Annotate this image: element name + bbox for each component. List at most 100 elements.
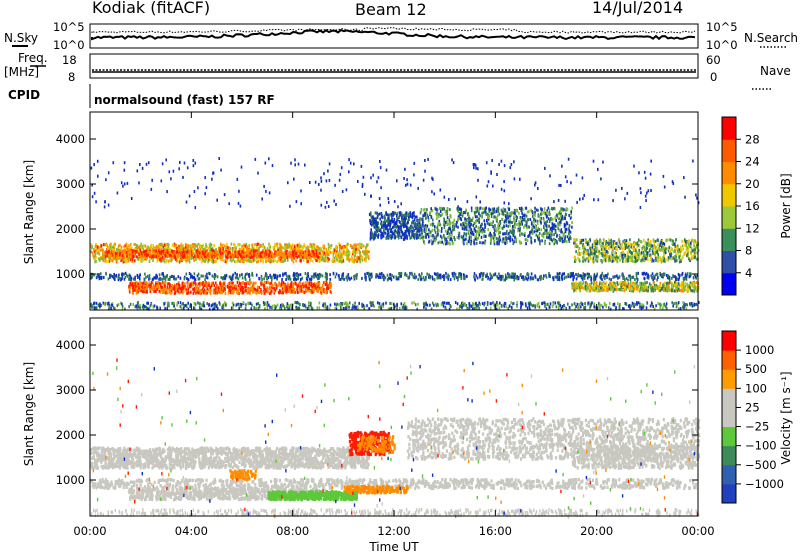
power-cell <box>139 278 141 281</box>
power-cell <box>221 244 223 247</box>
power-cell <box>180 277 182 280</box>
power-cell <box>432 302 434 305</box>
power-cell <box>659 306 661 309</box>
power-cell <box>329 273 331 276</box>
power-cell <box>203 291 205 294</box>
power-cell <box>244 282 246 285</box>
power-cell <box>326 287 328 290</box>
power-cell <box>355 306 357 309</box>
power-cell <box>415 277 417 280</box>
power-cell <box>118 274 120 277</box>
power-cell <box>101 248 103 251</box>
power-cell <box>417 303 419 306</box>
power-cell <box>217 275 219 278</box>
power-cell <box>567 303 569 306</box>
power-cell <box>582 275 584 278</box>
power-cell <box>525 242 527 245</box>
power-cell <box>550 302 552 305</box>
power-cell <box>359 260 361 263</box>
power-cell <box>429 304 431 307</box>
power-cell <box>241 273 243 276</box>
power-cell <box>145 276 147 279</box>
power-cell <box>443 305 445 308</box>
power-cell <box>251 252 253 255</box>
power-cell <box>198 291 200 294</box>
power-cell <box>487 228 489 231</box>
power-cell <box>310 243 312 246</box>
power-cell <box>390 277 392 280</box>
power-cell <box>139 273 141 276</box>
power-cell <box>440 275 442 278</box>
power-cell <box>528 276 530 279</box>
power-cell <box>553 303 555 306</box>
power-cell <box>381 307 383 310</box>
power-cell <box>91 306 93 309</box>
power-cell <box>390 273 392 276</box>
power-cell <box>322 285 324 288</box>
power-cell <box>305 272 307 275</box>
power-cell <box>215 252 217 255</box>
power-cell <box>169 285 171 288</box>
power-cell <box>225 251 227 254</box>
power-cell <box>691 302 693 305</box>
power-cell <box>129 291 131 294</box>
power-cell <box>150 284 152 287</box>
power-cell <box>308 275 310 278</box>
power-cell <box>366 255 368 258</box>
power-cell <box>235 276 237 279</box>
power-cell <box>587 302 589 305</box>
power-cell <box>377 274 379 277</box>
power-cell <box>593 278 595 281</box>
power-cell <box>223 287 225 290</box>
power-cell <box>273 274 275 277</box>
power-cell <box>103 276 105 279</box>
power-cell <box>187 285 189 288</box>
power-cell <box>234 248 236 251</box>
power-cell <box>429 276 431 279</box>
power-cell <box>324 260 326 263</box>
power-cell <box>312 260 314 263</box>
power-cell <box>155 283 157 286</box>
power-cell <box>441 303 443 306</box>
power-cell <box>219 255 221 258</box>
power-cell <box>123 251 125 254</box>
power-cell <box>159 273 161 276</box>
power-cell <box>422 225 424 228</box>
power-cell <box>502 275 504 278</box>
power-cell <box>238 307 240 310</box>
power-cell <box>440 210 442 213</box>
power-cell <box>446 302 448 305</box>
power-cell <box>205 275 207 278</box>
power-cell <box>266 303 268 306</box>
power-cell <box>511 306 513 309</box>
power-cell <box>210 254 212 257</box>
power-cell <box>613 276 615 279</box>
power-cell <box>105 272 107 275</box>
power-cell <box>309 278 311 281</box>
power-cell <box>409 272 411 275</box>
power-cell <box>220 252 222 255</box>
power-cell <box>154 304 156 307</box>
power-cell <box>289 291 291 294</box>
power-cell <box>254 249 256 252</box>
power-cell <box>162 278 164 281</box>
power-cell <box>614 303 616 306</box>
power-cell <box>349 251 351 254</box>
power-cell <box>262 261 264 264</box>
power-cell <box>334 257 336 260</box>
power-cell <box>377 301 379 304</box>
power-cell <box>310 290 312 293</box>
power-cell <box>140 281 142 284</box>
power-cell <box>192 245 194 248</box>
power-cell <box>295 259 297 262</box>
power-cell <box>112 304 114 307</box>
power-cell <box>169 254 171 257</box>
nave-tick-top: 60 <box>706 53 721 67</box>
power-cell <box>93 248 95 251</box>
power-cell <box>166 250 168 253</box>
power-cell <box>655 304 657 307</box>
power-cell <box>626 277 628 280</box>
power-cell <box>237 281 239 284</box>
power-cell <box>661 304 663 307</box>
power-cell <box>136 255 138 258</box>
